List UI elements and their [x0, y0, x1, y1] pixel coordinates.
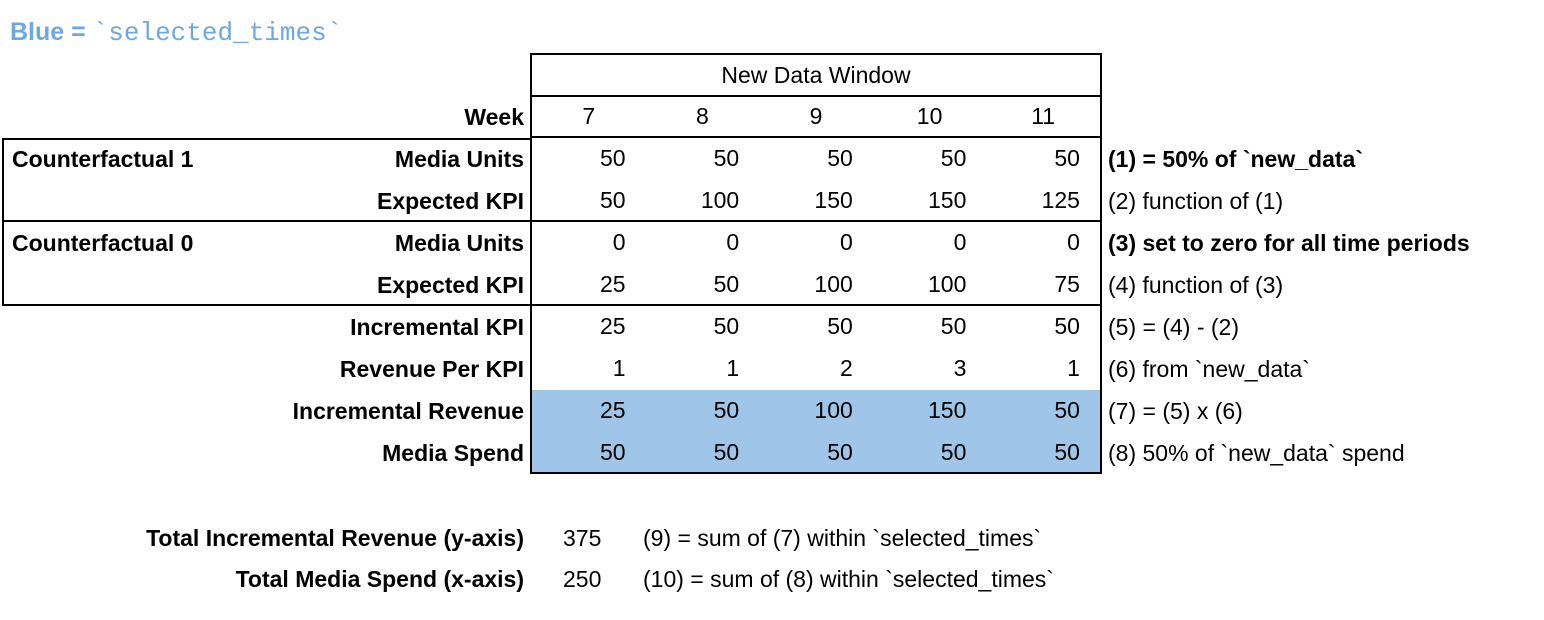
legend-note-code: `selected_times`: [92, 18, 343, 48]
row-label-revenue-per-kpi: Revenue Per KPI: [339, 356, 524, 382]
total-incremental-revenue-value: 375: [563, 525, 602, 551]
table-cell: 0: [612, 229, 626, 255]
table-cell: 0: [1067, 229, 1080, 255]
week-row-label: Week: [464, 104, 524, 130]
annotation-4: (4) function of (3): [1108, 272, 1284, 298]
annotation-2: (2) function of (1): [1108, 188, 1284, 214]
week-cell: 9: [809, 103, 823, 129]
table-cell: 50: [600, 439, 626, 465]
total-media-spend-label: Total Media Spend (x-axis): [235, 566, 524, 592]
table-cell: 25: [600, 397, 626, 423]
table-cell: 50: [1054, 439, 1080, 465]
group-label-counterfactual-0: Counterfactual 0: [12, 230, 194, 256]
legend-note-text: Blue =: [10, 18, 93, 46]
week-cell: 8: [695, 103, 709, 129]
table-row-media-units-cf1: 50 50 50 50 50: [532, 138, 1100, 180]
counterfactual-0-box: [2, 222, 530, 306]
row-label-expected-kpi-cf0: Expected KPI: [377, 272, 524, 298]
week-cell: 11: [1031, 103, 1056, 129]
table-row-media-spend-highlighted: 50 50 50 50 50: [532, 432, 1100, 472]
table-row-revenue-per-kpi: 1 1 2 3 1: [532, 348, 1100, 390]
annotation-5: (5) = (4) - (2): [1108, 314, 1239, 340]
table-cell: 50: [713, 145, 740, 171]
table-cell: 100: [700, 187, 740, 213]
table-cell: 50: [713, 271, 740, 297]
annotation-10: (10) = sum of (8) within `selected_times…: [643, 566, 1054, 592]
week-cell: 10: [916, 103, 943, 129]
table-cell: 150: [928, 187, 967, 213]
table-cell: 50: [713, 313, 740, 339]
table-cell: 0: [953, 229, 967, 255]
annotation-9: (9) = sum of (7) within `selected_times`: [643, 525, 1042, 551]
table-cell: 2: [839, 355, 853, 381]
annotation-7: (7) = (5) x (6): [1108, 398, 1243, 424]
table-cell: 1: [726, 355, 740, 381]
new-data-window-label: New Data Window: [721, 61, 911, 88]
annotation-8: (8) 50% of `new_data` spend: [1108, 440, 1405, 466]
table-cell: 0: [726, 229, 740, 255]
table-row-media-units-cf0: 0 0 0 0 0: [532, 222, 1100, 264]
table-cell: 50: [600, 145, 626, 171]
table-cell: 50: [940, 145, 967, 171]
annotation-1: (1) = 50% of `new_data`: [1108, 146, 1363, 172]
table-cell: 50: [1054, 313, 1080, 339]
table-cell: 25: [600, 271, 626, 297]
table-cell: 150: [814, 187, 853, 213]
total-incremental-revenue-label: Total Incremental Revenue (y-axis): [146, 525, 524, 551]
group-label-counterfactual-1: Counterfactual 1: [12, 146, 194, 172]
legend-note: Blue = `selected_times`: [10, 18, 342, 48]
table-cell: 125: [1041, 187, 1080, 213]
table-cell: 25: [600, 313, 626, 339]
table-row-incremental-kpi: 25 50 50 50 50: [532, 306, 1100, 348]
week-cell: 7: [582, 103, 596, 129]
table-cell: 100: [814, 397, 853, 423]
table-cell: 50: [1054, 397, 1080, 423]
table-cell: 50: [713, 439, 740, 465]
table-cell: 50: [600, 187, 626, 213]
row-label-incremental-kpi: Incremental KPI: [350, 314, 524, 340]
new-data-window-header: New Data Window: [530, 53, 1102, 97]
table-cell: 75: [1054, 271, 1080, 297]
table-cell: 0: [839, 229, 853, 255]
table-cell: 3: [953, 355, 967, 381]
row-label-expected-kpi-cf1: Expected KPI: [377, 188, 524, 214]
table-row-expected-kpi-cf1: 50 100 150 150 125: [532, 180, 1100, 222]
total-media-spend-value: 250: [563, 566, 602, 592]
table-cell: 50: [940, 313, 967, 339]
table-cell: 50: [1054, 145, 1080, 171]
row-label-incremental-revenue: Incremental Revenue: [292, 398, 524, 424]
annotation-3: (3) set to zero for all time periods: [1108, 230, 1470, 256]
week-header-row: 7 8 9 10 11: [532, 97, 1100, 138]
table-cell: 50: [940, 439, 967, 465]
annotation-6: (6) from `new_data`: [1108, 356, 1310, 382]
row-label-media-units-cf1: Media Units: [394, 146, 524, 172]
table-cell: 50: [827, 313, 853, 339]
row-label-media-spend: Media Spend: [382, 440, 524, 466]
table-row-expected-kpi-cf0: 25 50 100 100 75: [532, 264, 1100, 306]
row-label-media-units-cf0: Media Units: [394, 230, 524, 256]
table-cell: 150: [928, 397, 967, 423]
table-cell: 50: [713, 397, 740, 423]
table-cell: 100: [928, 271, 967, 297]
counterfactual-1-box: [2, 138, 530, 222]
data-table: 7 8 9 10 11 50 50 50 50 50 50 100 150 15…: [530, 97, 1102, 474]
table-cell: 50: [827, 145, 853, 171]
table-row-incremental-revenue-highlighted: 25 50 100 150 50: [532, 390, 1100, 432]
table-cell: 100: [814, 271, 853, 297]
table-cell: 1: [1067, 355, 1080, 381]
table-cell: 50: [827, 439, 853, 465]
table-cell: 1: [612, 355, 626, 381]
